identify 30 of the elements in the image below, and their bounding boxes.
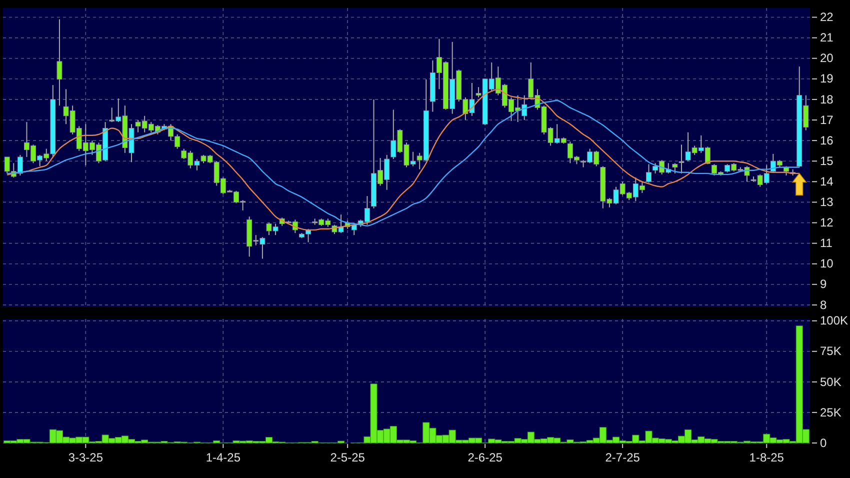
x-tick-label: 1-4-25 [206, 450, 241, 465]
y-tick-label: 12 [820, 216, 834, 230]
y-tick-label: 16 [820, 133, 834, 148]
y-tick-label: 9 [820, 277, 827, 292]
y-tick-label: 11 [820, 236, 833, 250]
x-tick-label: 1-8-25 [749, 450, 784, 465]
y-tick-label: 20 [820, 51, 834, 66]
candlestick [678, 144, 684, 174]
x-tick-label: 3-3-25 [68, 450, 104, 465]
x-tick-label: 2-7-25 [605, 450, 640, 465]
candlestick [646, 164, 652, 184]
y-tick-label: 18 [820, 92, 834, 106]
y-tick-label: 0 [820, 436, 827, 450]
y-tick-label: 50K [820, 374, 842, 389]
y-tick-label: 75K [820, 344, 842, 358]
y-tick-label: 19 [820, 72, 834, 86]
y-tick-label: 15 [820, 154, 834, 168]
candlestick [672, 162, 678, 174]
y-tick-label: 8 [820, 298, 827, 312]
y-tick-label: 22 [820, 10, 834, 24]
x-tick-label: 2-6-25 [468, 450, 503, 465]
y-tick-label: 21 [820, 30, 834, 45]
x-tick-label: 2-5-25 [330, 450, 366, 465]
y-tick-label: 100K [820, 314, 848, 328]
candlestick [56, 18, 62, 106]
y-tick-label: 25K [820, 405, 842, 420]
y-tick-label: 13 [820, 195, 834, 210]
y-tick-label: 10 [820, 256, 834, 271]
y-tick-label: 17 [820, 112, 834, 127]
y-tick-label: 14 [820, 174, 834, 188]
